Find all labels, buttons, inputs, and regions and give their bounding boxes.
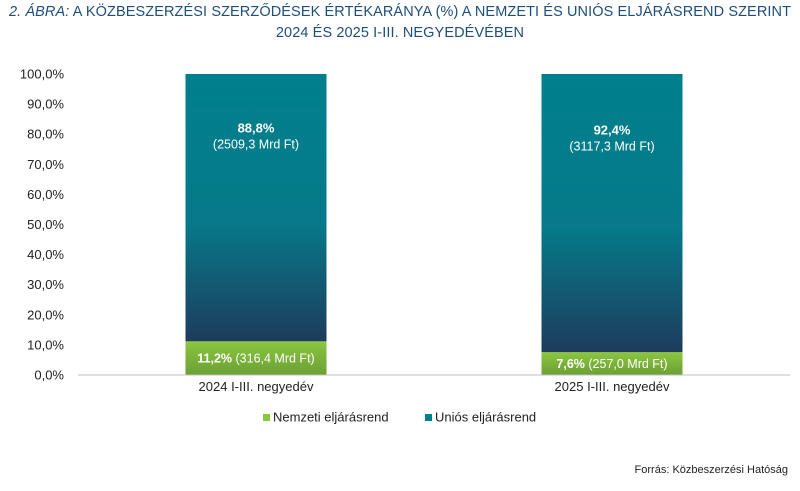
data-label-unios-pct: 88,8% — [238, 120, 275, 135]
y-tick-label: 30,0% — [27, 277, 64, 292]
legend-item-nemzeti-swatch — [263, 414, 270, 421]
legend: Nemzeti eljárásrend Uniós eljárásrend — [263, 410, 536, 425]
data-label-nemzeti-pct: 7,6% — [556, 357, 585, 371]
y-tick-label: 20,0% — [27, 307, 64, 322]
chart-title-line-2: 2024 ÉS 2025 I-III. NEGYEDÉVÉBEN — [275, 25, 525, 41]
bars: 11,2% (316,4 Mrd Ft) 88,8% (2509,3 Mrd Ft)… — [185, 74, 683, 375]
data-label-nemzeti-pct: 11,2% — [197, 352, 232, 366]
data-label-nemzeti: 7,6% (257,0 Mrd Ft) — [556, 357, 667, 371]
x-category-label: 2025 I-III. negyedév — [555, 379, 670, 394]
legend-item-nemzeti-label: Nemzeti eljárásrend — [273, 410, 389, 425]
y-tick-label: 0,0% — [34, 368, 64, 383]
source-note: Forrás: Közbeszerzési Hatóság — [634, 464, 788, 476]
y-tick-label: 100,0% — [20, 67, 65, 82]
chart-title-line-1: 2. ÁBRA: A KÖZBESZERZÉSI SZERZŐDÉSEK ÉRT… — [0, 2, 800, 23]
y-tick-label: 80,0% — [27, 127, 64, 142]
y-tick-label: 50,0% — [27, 217, 64, 232]
title-text: A KÖZBESZERZÉSI SZERZŐDÉSEK ÉRTÉKARÁNYA … — [72, 4, 792, 20]
bar-nemzeti-2 — [541, 352, 683, 375]
data-label-unios-amount: (3117,3 Mrd Ft) — [569, 140, 654, 154]
y-tick-label: 90,0% — [27, 97, 64, 112]
data-label-nemzeti: 11,2% (316,4 Mrd Ft) — [197, 352, 314, 366]
data-label-nemzeti-amount: (257,0 Mrd Ft) — [585, 357, 668, 371]
data-label-nemzeti-amount: (316,4 Mrd Ft) — [232, 352, 315, 366]
y-tick-label: 70,0% — [27, 157, 64, 172]
y-axis: 0,0% 10,0% 20,0% 30,0% 40,0% 50,0% 60,0% 70,0% 8… — [20, 67, 65, 383]
x-category-label: 2024 I-III. negyedév — [199, 379, 314, 394]
y-tick-label: 60,0% — [27, 187, 64, 202]
data-label-unios-pct: 92,4% — [594, 123, 631, 138]
legend-item-unios-label: Uniós eljárásrend — [435, 410, 536, 425]
y-tick-label: 40,0% — [27, 247, 64, 262]
bar-nemzeti-1 — [185, 341, 327, 375]
legend-item-unios-swatch — [425, 414, 432, 421]
bar-unios-2 — [541, 74, 683, 353]
x-axis: 2024 I-III. negyedév 2025 I-III. negyedév — [78, 374, 790, 394]
data-label-unios-amount: (2509,3 Mrd Ft) — [213, 137, 299, 151]
figure-number: 2. ÁBRA: — [8, 4, 70, 20]
bar-unios-1 — [185, 74, 327, 342]
y-tick-label: 10,0% — [27, 337, 64, 352]
